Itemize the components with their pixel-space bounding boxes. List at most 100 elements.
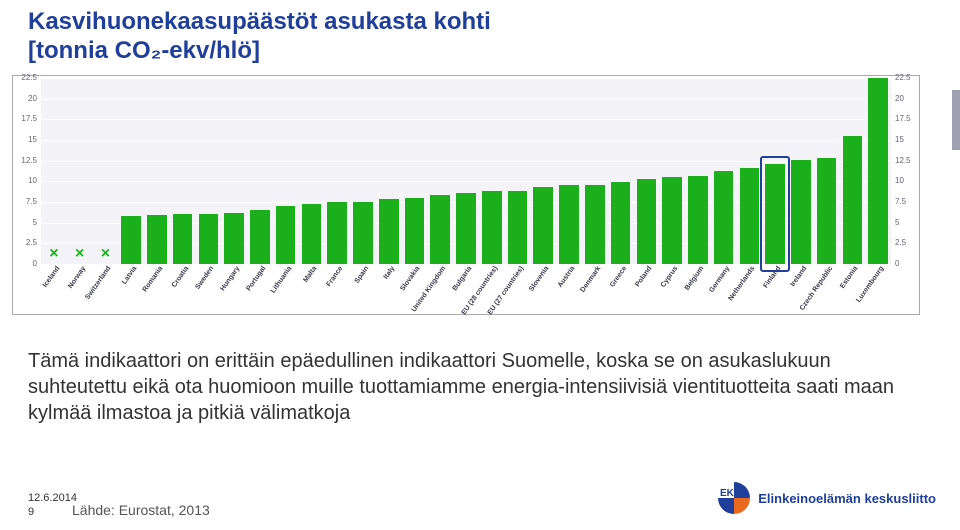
x-axis-label: Cyprus [658, 264, 679, 289]
bar [843, 136, 863, 264]
y-tick-left: 2.5 [13, 238, 39, 247]
x-axis-label: Estonia [838, 264, 860, 290]
y-tick-right: 20 [893, 94, 919, 103]
footer-source: Lähde: Eurostat, 2013 [72, 502, 210, 518]
bar-slot: Italy [376, 78, 402, 264]
slide-title: Kasvihuonekaasupäästöt asukasta kohti [t… [28, 8, 491, 66]
bar-slot: Croatia [170, 78, 196, 264]
y-tick-left: 15 [13, 135, 39, 144]
footer-logo-text: Elinkeinoelämän keskusliitto [758, 491, 936, 506]
footer-page: 9 [28, 506, 34, 518]
bar-slot: Greece [608, 78, 634, 264]
x-axis-label: Poland [633, 264, 654, 288]
y-tick-right: 15 [893, 135, 919, 144]
bar [147, 215, 167, 264]
bar-slot: Finland [762, 78, 788, 264]
bar [379, 199, 399, 264]
y-tick-right: 12.5 [893, 156, 919, 165]
bar [765, 164, 785, 264]
null-marker: × [67, 246, 93, 262]
y-tick-left: 5 [13, 218, 39, 227]
bar [662, 177, 682, 264]
null-marker: × [41, 246, 67, 262]
x-axis-label: Lithuania [268, 264, 293, 295]
bar-slot: EU (27 countries) [505, 78, 531, 264]
bar [302, 204, 322, 264]
chart-frame: ×Iceland×Norway×SwitzerlandLatviaRomania… [12, 75, 920, 315]
y-tick-left: 0 [13, 259, 39, 268]
bar-slot: Lithuania [273, 78, 299, 264]
x-axis-label: Switzerland [83, 264, 113, 301]
bar [714, 171, 734, 264]
bar [430, 195, 450, 264]
x-axis-label: Iceland [40, 264, 61, 289]
x-axis-label: Latvia [120, 264, 139, 286]
bar [817, 158, 837, 264]
bar [740, 168, 760, 264]
bar-slot: Portugal [247, 78, 273, 264]
x-axis-label: Finland [761, 264, 783, 290]
y-tick-left: 22.5 [13, 73, 39, 82]
title-line-1: Kasvihuonekaasupäästöt asukasta kohti [28, 8, 491, 35]
x-axis-label: Sweden [193, 264, 216, 291]
x-axis-label: Slovenia [527, 264, 551, 293]
bar-container: ×Iceland×Norway×SwitzerlandLatviaRomania… [41, 78, 891, 264]
bar-slot: EU (28 countries) [479, 78, 505, 264]
y-tick-right: 22.5 [893, 73, 919, 82]
bar-slot: United Kingdom [427, 78, 453, 264]
y-tick-left: 20 [13, 94, 39, 103]
bar [482, 191, 502, 264]
y-tick-right: 0 [893, 259, 919, 268]
x-axis-label: Bulgaria [450, 264, 473, 292]
x-axis-label: Malta [301, 264, 319, 284]
x-axis-label: Portugal [244, 264, 268, 292]
bar [868, 78, 888, 264]
footer-date: 12.6.2014 [28, 492, 77, 504]
bar-slot: Latvia [118, 78, 144, 264]
title-line-2: [tonnia CO₂-ekv/hlö] [28, 37, 260, 64]
x-axis-label: Slovakia [398, 264, 422, 292]
bar-slot: Luxembourg [865, 78, 891, 264]
x-axis-label: Austria [555, 264, 576, 289]
bar [585, 185, 605, 264]
bar [508, 191, 528, 264]
x-axis-label: Hungary [218, 264, 242, 292]
bar [353, 202, 373, 264]
ek-logo-icon: EK [718, 482, 750, 514]
bar-slot: Hungary [221, 78, 247, 264]
x-axis-label: Ireland [788, 264, 809, 288]
bar [688, 176, 708, 264]
x-axis-label: Romania [140, 264, 164, 293]
bar [456, 193, 476, 264]
bar [199, 214, 219, 264]
bar [791, 160, 811, 264]
x-axis-label: Norway [65, 264, 87, 290]
y-tick-right: 10 [893, 176, 919, 185]
bar-slot: Malta [299, 78, 325, 264]
x-axis-label: Greece [607, 264, 628, 289]
bar-slot: Bulgaria [453, 78, 479, 264]
null-marker: × [93, 246, 119, 262]
y-tick-left: 7.5 [13, 197, 39, 206]
bar-slot: ×Switzerland [93, 78, 119, 264]
bar [533, 187, 553, 264]
bar [611, 182, 631, 264]
bar-slot: Slovakia [402, 78, 428, 264]
side-accent-bar [952, 90, 960, 150]
y-tick-right: 7.5 [893, 197, 919, 206]
bar [637, 179, 657, 264]
bar-slot: Sweden [196, 78, 222, 264]
bar-slot: Netherlands [736, 78, 762, 264]
bar [121, 216, 141, 264]
x-axis-label: Spain [352, 264, 370, 285]
y-tick-left: 12.5 [13, 156, 39, 165]
y-tick-left: 10 [13, 176, 39, 185]
bar-slot: Ireland [788, 78, 814, 264]
x-axis-label: Croatia [169, 264, 190, 289]
y-tick-right: 5 [893, 218, 919, 227]
bar [173, 214, 193, 264]
x-axis-label: Denmark [578, 264, 603, 294]
footer-logo: EK Elinkeinoelämän keskusliitto [718, 482, 936, 514]
bar [327, 202, 347, 264]
bar [250, 210, 270, 264]
